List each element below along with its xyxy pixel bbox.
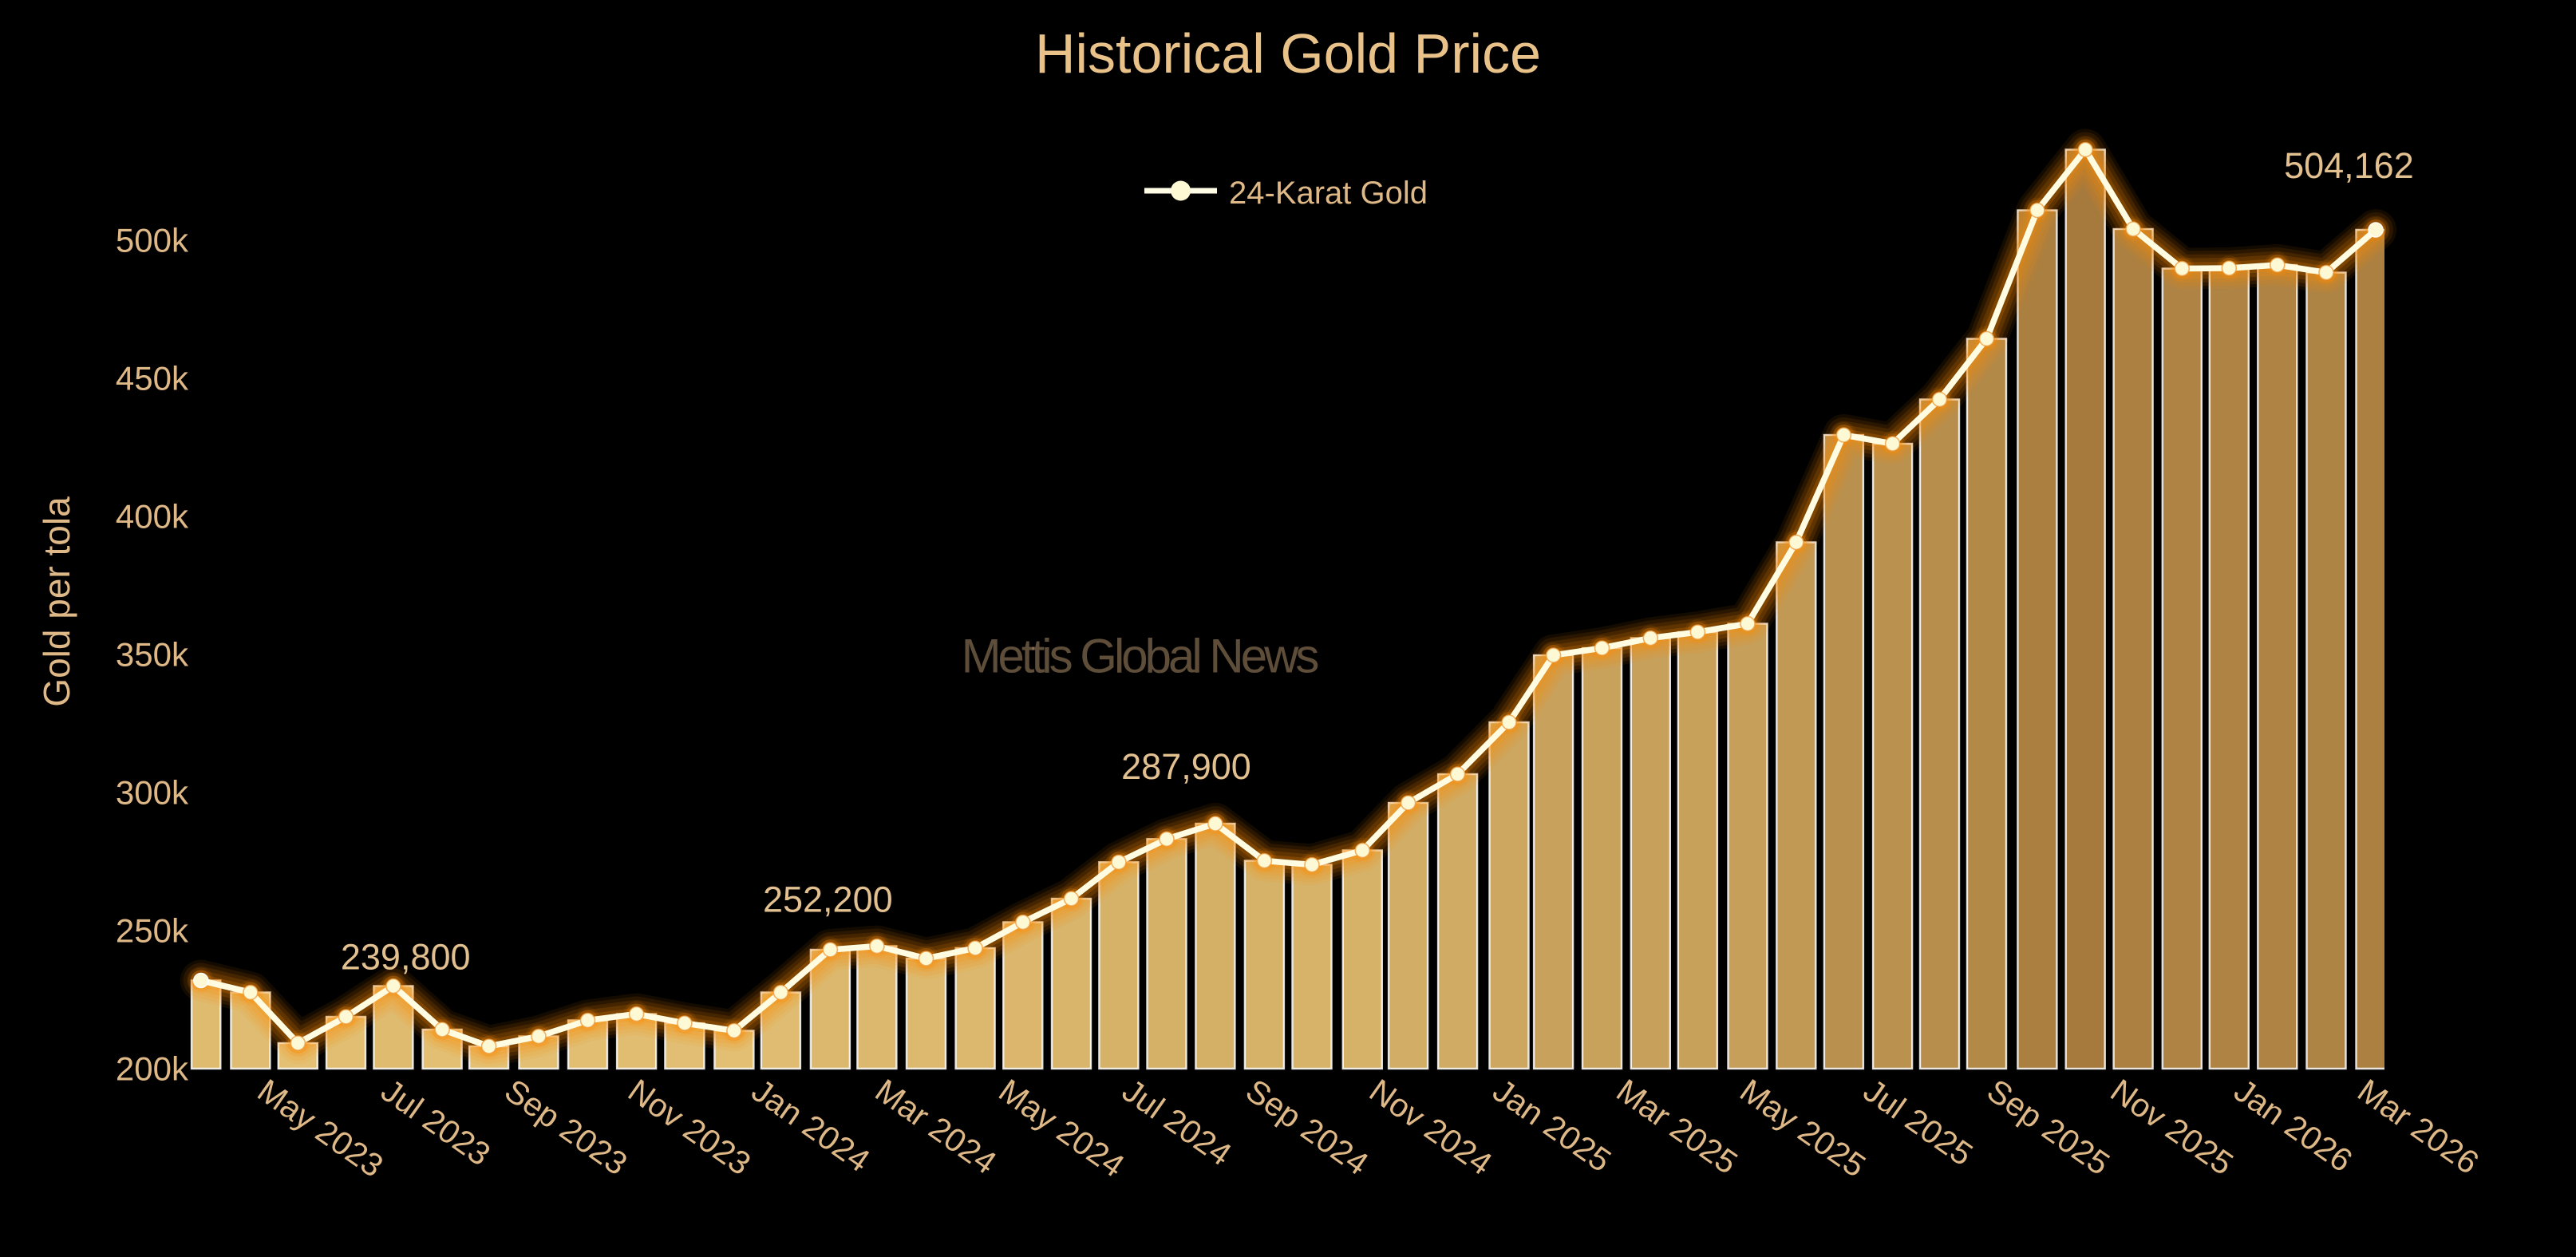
svg-text:252,200: 252,200 [763, 880, 893, 920]
svg-text:24-Karat Gold: 24-Karat Gold [1229, 176, 1428, 211]
svg-text:Gold per tola: Gold per tola [36, 496, 77, 707]
svg-text:450k: 450k [116, 360, 189, 397]
svg-text:504,162: 504,162 [2284, 145, 2414, 186]
svg-text:500k: 500k [116, 222, 189, 259]
svg-text:Mettis Global News: Mettis Global News [962, 630, 1318, 683]
svg-text:400k: 400k [116, 498, 189, 536]
svg-text:239,800: 239,800 [341, 936, 471, 977]
svg-text:250k: 250k [116, 912, 189, 950]
svg-text:350k: 350k [116, 636, 189, 674]
svg-text:300k: 300k [116, 774, 189, 812]
svg-text:Historical Gold Price: Historical Gold Price [1035, 22, 1541, 85]
svg-text:200k: 200k [116, 1050, 189, 1088]
svg-text:287,900: 287,900 [1121, 746, 1251, 787]
